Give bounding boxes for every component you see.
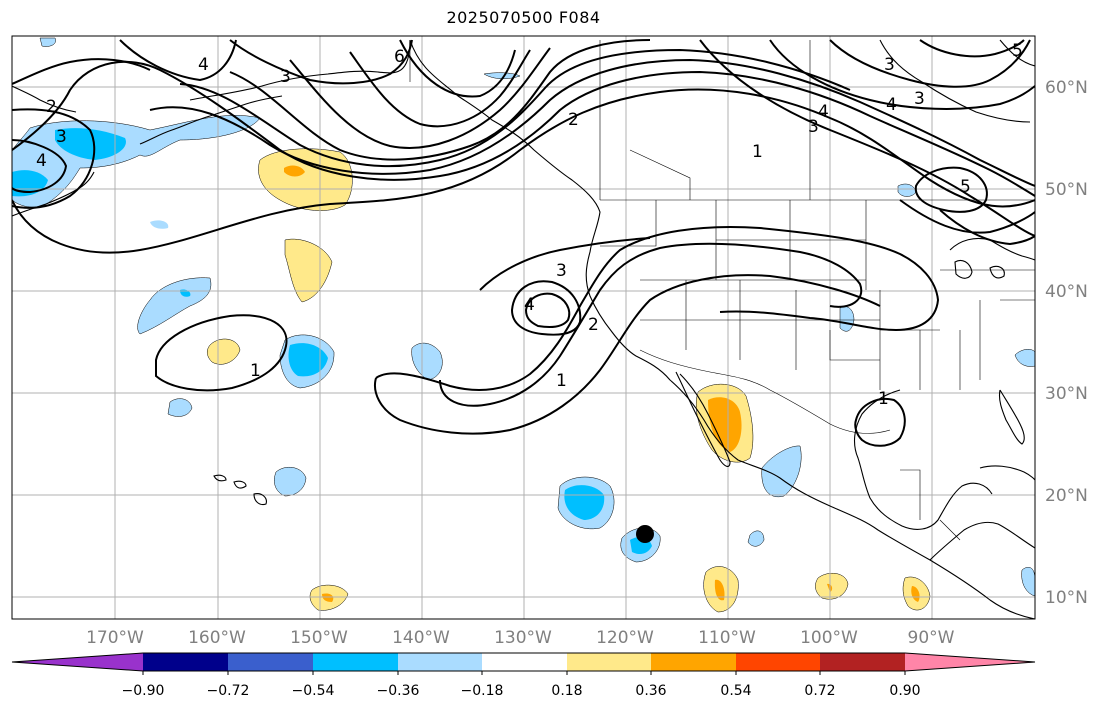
contour-label: 4	[818, 102, 829, 122]
colorbar-extend-min	[12, 653, 143, 671]
lat-label: 60°N	[1045, 78, 1088, 98]
contour-label: 5	[960, 177, 971, 197]
contour-label: 3	[556, 261, 567, 281]
contour-label: 3	[56, 127, 67, 147]
contour-label: 1	[250, 361, 261, 381]
contour-label: 3	[808, 117, 819, 137]
colorbar-tick-label: 0.18	[551, 683, 582, 699]
coastlines	[12, 39, 1035, 619]
colorbar-segment	[820, 653, 905, 671]
colorbar-segment	[398, 653, 482, 671]
lon-label: 100°W	[800, 628, 858, 648]
lat-label: 40°N	[1045, 282, 1088, 302]
colorbar-segment	[651, 653, 736, 671]
map-frame	[11, 35, 1036, 620]
colorbar-segment	[567, 653, 651, 671]
colorbar-tick-label: −0.36	[377, 683, 420, 699]
contour-label: 1	[752, 142, 763, 162]
lon-label: 170°W	[86, 628, 144, 648]
contour-label: 4	[198, 55, 209, 75]
contour-label: 4	[524, 295, 535, 315]
colorbar-segment	[482, 653, 567, 671]
contour-label: 2	[588, 315, 599, 335]
latitude-labels: 60°N 50°N 40°N 30°N 20°N 10°N	[1045, 78, 1088, 608]
colorbar: −0.90 −0.72 −0.54 −0.36 −0.18 0.18 0.36 …	[11, 652, 1036, 699]
contours	[12, 39, 1035, 447]
contour-label: 3	[280, 67, 291, 87]
contour-label: 1	[556, 371, 567, 391]
graticule	[12, 36, 1035, 619]
anomaly-region-nw-pacific-core	[55, 128, 126, 160]
longitude-labels: 170°W 160°W 150°W 140°W 130°W 120°W 110°…	[86, 628, 955, 648]
lat-label: 50°N	[1045, 180, 1088, 200]
contour-label: 6	[394, 47, 405, 67]
political-borders	[409, 40, 1035, 541]
colorbar-segment	[143, 653, 228, 671]
contour-label: 4	[36, 151, 47, 171]
colorbar-segment	[313, 653, 398, 671]
colorbar-tick-label: 0.90	[889, 683, 920, 699]
lon-label: 90°W	[908, 628, 955, 648]
contour-label: 2	[568, 110, 579, 130]
lon-label: 140°W	[392, 628, 450, 648]
colorbar-tick-label: 0.36	[635, 683, 666, 699]
lat-label: 20°N	[1045, 486, 1088, 506]
colorbar-tick-label: −0.72	[207, 683, 250, 699]
contour-label: 4	[886, 95, 897, 115]
lat-label: 10°N	[1045, 588, 1088, 608]
contour-label: 3	[884, 55, 895, 75]
colorbar-segment	[736, 653, 820, 671]
colorbar-tick-label: −0.90	[122, 683, 165, 699]
colorbar-segment	[228, 653, 313, 671]
contour-label: 2	[46, 97, 57, 117]
contour-label: 1	[878, 389, 889, 409]
contour-label: 3	[914, 89, 925, 109]
colorbar-extend-max	[905, 653, 1035, 671]
contour-label: 5	[1012, 41, 1023, 61]
lon-label: 150°W	[290, 628, 348, 648]
colorbar-tick-label: −0.18	[461, 683, 504, 699]
lon-label: 120°W	[596, 628, 654, 648]
colorbar-tick-label: 0.54	[720, 683, 751, 699]
lat-label: 30°N	[1045, 384, 1088, 404]
lon-label: 130°W	[494, 628, 552, 648]
colorbar-tick-label: 0.72	[804, 683, 835, 699]
lon-label: 160°W	[188, 628, 246, 648]
contour-labels: 2 3 4 3 6 2 1 4 3 5 3 4 3 2 1 1 3 4 5 4 …	[36, 41, 1023, 409]
colorbar-tick-label: −0.54	[292, 683, 335, 699]
storm-marker	[636, 525, 654, 543]
map-title: 2025070500 F084	[446, 8, 601, 27]
lon-label: 110°W	[698, 628, 756, 648]
